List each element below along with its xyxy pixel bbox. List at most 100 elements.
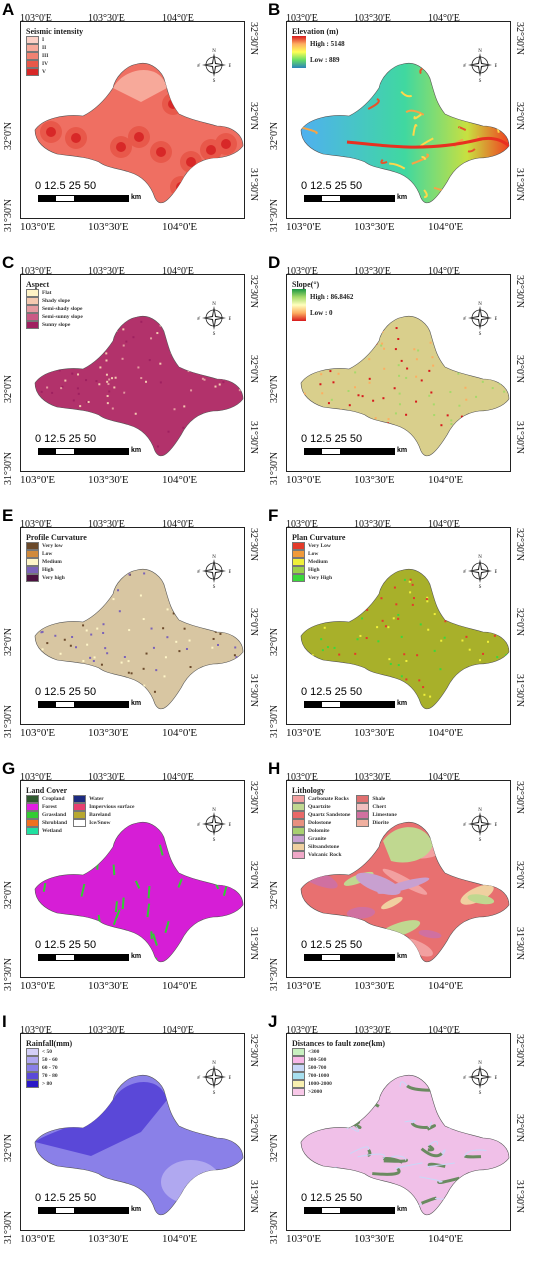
north-arrow-icon: N S E W [197, 555, 231, 588]
compass-s: S [213, 79, 216, 82]
legend-swatch [26, 819, 39, 827]
scale-unit: km [397, 1206, 408, 1213]
legend: Distances to fault zone(km) <300 300-500 50… [292, 1039, 385, 1096]
scale-segment [340, 196, 394, 201]
legend-title: Slope(°) [292, 280, 320, 289]
legend-swatch [26, 542, 39, 550]
legend-column: Water Impervious surface Bareland Ice/Snow [73, 795, 134, 835]
scale-segment [74, 702, 128, 707]
legend-items: I II III IV V [26, 36, 83, 76]
right-latitude-label: 32°30'N [514, 781, 525, 815]
study-area-map [300, 568, 510, 710]
legend-swatch [292, 574, 305, 582]
north-arrow-icon: N S E W [197, 49, 231, 82]
north-arrow-icon: N S E W [463, 808, 497, 841]
legend-label: 70 - 80 [42, 1073, 58, 1079]
legend-label: Semi-sunny slope [42, 314, 83, 320]
scale-segment [305, 702, 322, 707]
legend-swatch [26, 36, 39, 44]
legend: Land Cover Cropland Forest Grassland Shrubla… [26, 786, 140, 835]
bottom-longitude-label: 103°30'E [88, 221, 129, 233]
bottom-longitude-label: 103°30'E [88, 474, 129, 486]
legend-item: III [26, 52, 48, 60]
compass-w: W [463, 823, 467, 828]
legend-column: Very low Low Medium High Very high [26, 542, 65, 582]
legend-swatch [292, 1048, 305, 1056]
compass-e: E [228, 64, 231, 69]
top-longitude-label: 103°30'E [354, 13, 391, 24]
legend-label: Shale [372, 796, 386, 802]
right-latitude-label: 31°30'N [248, 421, 259, 455]
legend-label: High [42, 567, 54, 573]
panel-label: C [2, 253, 15, 272]
map-panel-d: D 103°0'E 103°30'E 104°0'E 103°0'E 103°30'E 10… [266, 253, 532, 506]
panel-label: E [2, 506, 14, 525]
compass-e: E [494, 1076, 497, 1081]
legend-label: <300 [308, 1049, 320, 1055]
left-latitude-label: 31°30'N [269, 451, 280, 485]
top-longitude-label: 104°0'E [162, 772, 194, 783]
left-latitude-label: 32°0'N [3, 121, 14, 150]
bottom-longitude-label: 104°0'E [162, 221, 198, 233]
scale-numbers: 0 12.5 25 50 [301, 939, 363, 951]
compass-e: E [494, 823, 497, 828]
legend-swatch [26, 321, 39, 329]
legend-swatch [26, 297, 39, 305]
scale-bar: 0 12.5 25 50 km [301, 686, 421, 716]
scale-bar: 0 12.5 25 50 km [301, 939, 421, 969]
compass-w: W [197, 317, 201, 322]
scale-segment [305, 955, 322, 960]
ramp-low: Low : 889 [310, 56, 340, 64]
right-latitude-label: 32°30'N [248, 528, 259, 562]
right-latitude-label: 32°0'N [514, 608, 525, 637]
legend-swatch [292, 843, 305, 851]
compass-n: N [478, 808, 482, 813]
scale-bar-graphic [38, 954, 129, 961]
compass-e: E [494, 570, 497, 575]
map-frame: Distances to fault zone(km) <300 300-500 50… [286, 1033, 511, 1231]
legend-items: Very Low Low Medium High Very High [292, 542, 345, 582]
top-longitude-label: 103°30'E [88, 772, 125, 783]
legend-item: Limestone [356, 811, 397, 819]
legend-label: >2000 [308, 1089, 323, 1095]
scale-numbers: 0 12.5 25 50 [35, 939, 97, 951]
compass-w: W [463, 1076, 467, 1081]
left-latitude-label: 32°0'N [269, 1133, 280, 1162]
legend-label: Chert [372, 804, 387, 810]
right-latitude-label: 31°30'N [514, 674, 525, 708]
legend-label: < 50 [42, 1049, 53, 1055]
study-area-map [34, 821, 244, 963]
legend-item: Semi-sunny slope [26, 313, 83, 321]
scale-segment [56, 702, 74, 707]
top-longitude-label: 104°0'E [162, 519, 194, 530]
bottom-longitude-label: 103°30'E [88, 727, 129, 739]
top-longitude-label: 103°0'E [286, 1025, 318, 1036]
legend-item: Very high [26, 574, 65, 582]
legend-label: Shrubland [42, 820, 68, 826]
legend-swatch [26, 827, 39, 835]
compass-w: W [463, 570, 467, 575]
top-longitude-label: 104°0'E [162, 266, 194, 277]
top-longitude-label: 103°30'E [88, 1025, 125, 1036]
right-latitude-label: 31°30'N [514, 168, 525, 202]
bottom-longitude-label: 104°0'E [162, 474, 198, 486]
legend-swatch [292, 542, 305, 550]
bottom-longitude-label: 103°30'E [88, 980, 129, 992]
map-panel-j: J 103°0'E 103°30'E 104°0'E 103°0'E 103°30'E 10… [266, 1012, 532, 1265]
legend-ramp: High : 5148 Low : 889 [292, 36, 345, 68]
bottom-longitude-label: 104°0'E [428, 980, 464, 992]
legend-swatch [26, 44, 39, 52]
legend-swatch [356, 795, 370, 803]
color-ramp [292, 36, 306, 68]
study-area-map [300, 821, 510, 963]
legend-swatch [292, 1056, 305, 1064]
legend: Plan Curvature Very Low Low Medium High Very … [292, 533, 345, 582]
study-area-map [34, 315, 244, 457]
legend-swatch [292, 835, 305, 843]
right-latitude-label: 32°0'N [248, 355, 259, 384]
ramp-high: High : 86.8462 [310, 293, 354, 301]
legend-swatch [292, 1064, 305, 1072]
legend-label: Medium [308, 559, 328, 565]
legend-item: > 80 [26, 1080, 58, 1088]
legend-label: Very low [42, 543, 63, 549]
